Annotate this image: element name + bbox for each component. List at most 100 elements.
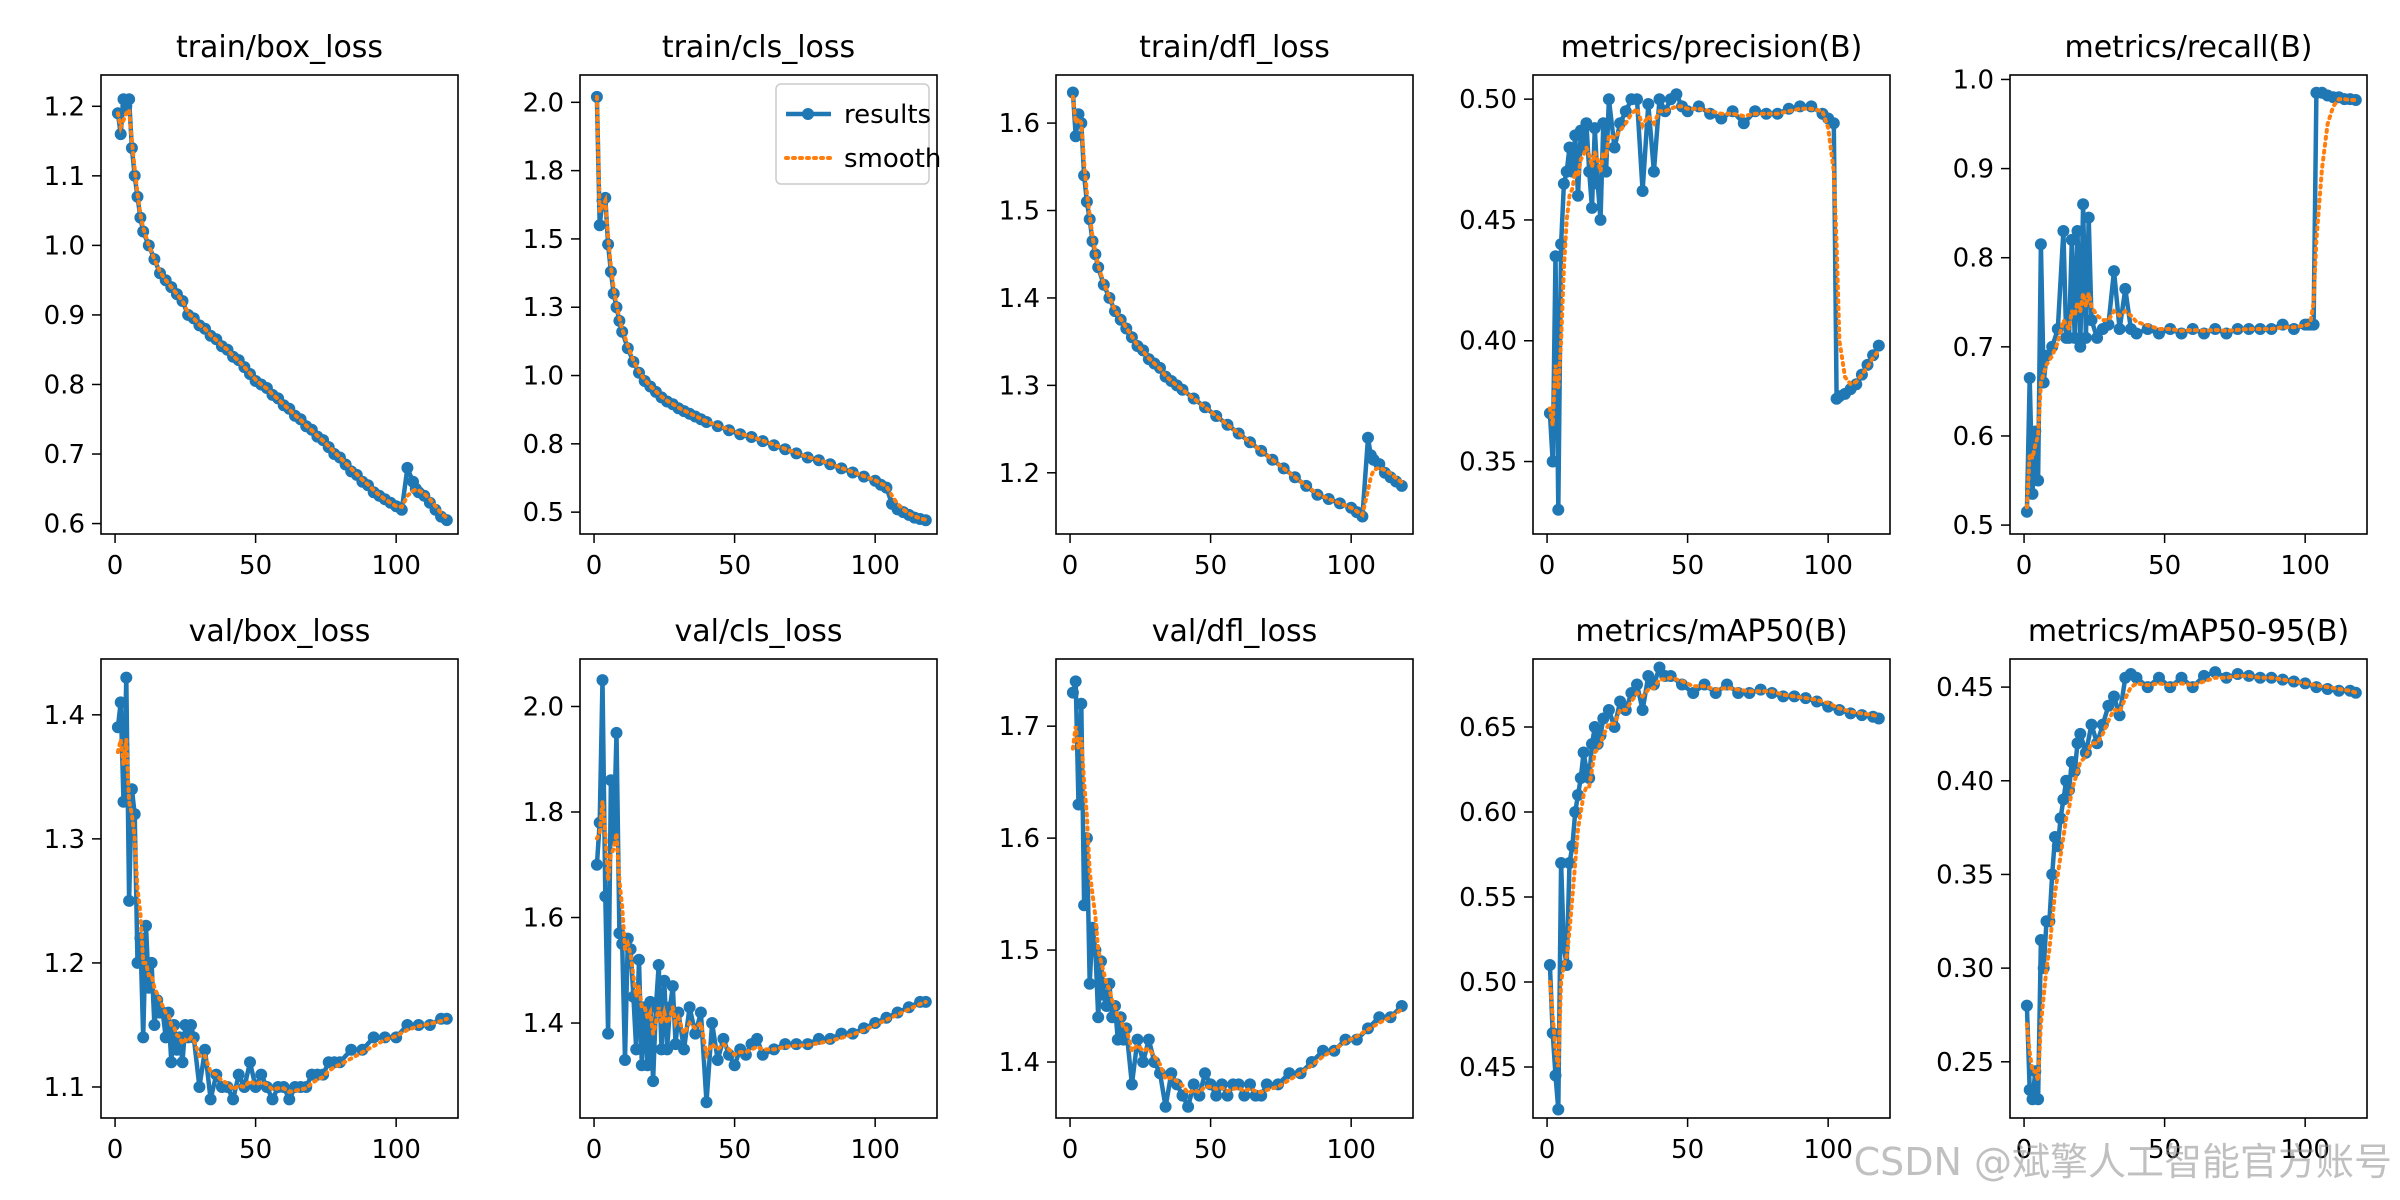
legend-results-marker — [802, 108, 814, 120]
results-point — [593, 219, 606, 232]
y-tick-label: 0.45 — [1459, 1053, 1517, 1083]
results-point — [1078, 899, 1091, 912]
plot-area — [2020, 86, 2362, 518]
results-point — [689, 1027, 702, 1040]
results-point — [1619, 105, 1632, 118]
results-point — [683, 1001, 696, 1014]
x-tick-label: 0 — [1539, 551, 1556, 581]
results-point — [2054, 812, 2067, 825]
results-point — [2032, 474, 2045, 487]
results-point — [700, 1096, 713, 1109]
y-tick-label: 1.5 — [999, 936, 1040, 966]
x-tick-label: 0 — [1062, 551, 1079, 581]
results-point — [1066, 86, 1079, 99]
x-tick-label: 50 — [718, 551, 751, 581]
results-point — [1569, 806, 1582, 818]
y-tick-label: 0.45 — [1459, 206, 1517, 236]
csdn-watermark: CSDN @斌擎人工智能官方账号 — [1853, 1140, 2392, 1184]
results-point — [2108, 265, 2120, 278]
x-tick-label: 0 — [2016, 1135, 2033, 1165]
results-point — [2141, 323, 2154, 335]
results-point — [2085, 718, 2098, 731]
results-point — [630, 1043, 643, 1056]
series-smooth-line — [2024, 97, 2358, 510]
y-tick-label: 1.0 — [523, 362, 564, 392]
axes-frame — [100, 74, 459, 535]
plot-area — [1543, 661, 1885, 1116]
results-point — [1670, 88, 1683, 101]
results-point — [1653, 661, 1666, 674]
results-point — [1850, 378, 1863, 391]
y-tick-label: 0.6 — [44, 510, 85, 540]
subplot-title: metrics/mAP50(B) — [1575, 614, 1847, 649]
results-point — [367, 1031, 380, 1044]
subplot-title: metrics/recall(B) — [2064, 30, 2312, 65]
y-tick-label: 0.8 — [44, 370, 85, 400]
series-smooth-line — [2024, 673, 2358, 1082]
results-point — [1642, 98, 1655, 110]
legend-smooth-label: smooth — [844, 144, 941, 174]
results-point — [1362, 431, 1374, 444]
subplot-title: val/cls_loss — [675, 614, 843, 649]
results-point — [2130, 671, 2143, 684]
y-tick-label: 2.0 — [523, 88, 564, 118]
results-point — [1715, 112, 1728, 125]
subplot-train-cls-loss: train/cls_loss 0 50 100 0.5 0.8 1.0 1.3 1.5 1.8 2.… — [523, 30, 942, 581]
results-point — [1597, 117, 1610, 130]
results-point — [1260, 1078, 1273, 1091]
results-point — [1642, 670, 1655, 682]
results-point — [170, 1043, 183, 1056]
series-results-line — [2024, 90, 2357, 512]
x-tick-label: 0 — [586, 551, 603, 581]
y-tick-label: 0.30 — [1936, 954, 1994, 984]
results-point — [148, 1019, 161, 1031]
results-point — [117, 795, 130, 808]
results-point — [1583, 165, 1596, 178]
y-tick-label: 1.5 — [999, 197, 1040, 227]
results-point — [283, 1093, 296, 1106]
results-point — [165, 1056, 178, 1069]
results-point — [2065, 756, 2078, 768]
results-point — [1600, 165, 1613, 178]
results-point — [706, 1017, 719, 1029]
x-tick-label: 50 — [1671, 1135, 1704, 1165]
results-point — [356, 1043, 369, 1056]
y-tick-label: 2.0 — [523, 692, 564, 722]
results-point — [2082, 211, 2095, 224]
results-point — [1142, 1033, 1155, 1046]
subplot-metrics-recall-b-: metrics/recall(B) 0 50 100 0.5 0.6 0.7 0.8 0.9 1.… — [1953, 30, 2368, 581]
y-tick-label: 0.9 — [44, 301, 85, 331]
results-point — [1549, 250, 1562, 263]
results-point — [2034, 238, 2047, 251]
results-point — [1594, 213, 1607, 226]
results-point — [204, 1093, 217, 1106]
results-point — [114, 696, 127, 709]
results-point — [2175, 671, 2188, 684]
results-point — [610, 726, 623, 739]
series-results-line — [115, 97, 448, 523]
results-point — [1092, 1011, 1105, 1024]
results-point — [633, 953, 645, 966]
x-tick-label: 0 — [1062, 1135, 1079, 1165]
results-point — [2220, 671, 2233, 684]
results-point — [345, 1043, 358, 1056]
plot-area — [111, 93, 453, 527]
results-point — [1159, 1100, 1172, 1113]
results-point — [1588, 721, 1601, 733]
y-tick-label: 1.2 — [44, 92, 85, 122]
results-point — [2068, 765, 2081, 778]
results-point — [2057, 793, 2070, 806]
results-point — [2153, 671, 2165, 684]
results-point — [1543, 959, 1556, 971]
results-point — [1805, 100, 1818, 113]
plot-area — [590, 674, 932, 1109]
results-point — [2085, 314, 2098, 327]
y-tick-label: 0.25 — [1936, 1048, 1994, 1078]
x-tick-label: 100 — [850, 551, 900, 581]
results-point — [1546, 455, 1559, 468]
y-tick-label: 0.60 — [1459, 798, 1517, 828]
x-tick-label: 0 — [107, 551, 124, 581]
y-tick-label: 0.6 — [1953, 422, 1994, 452]
y-tick-label: 1.4 — [999, 284, 1040, 314]
subplot-train-dfl-loss: train/dfl_loss 0 50 100 1.2 1.3 1.4 1.5 1.6 — [999, 30, 1414, 581]
